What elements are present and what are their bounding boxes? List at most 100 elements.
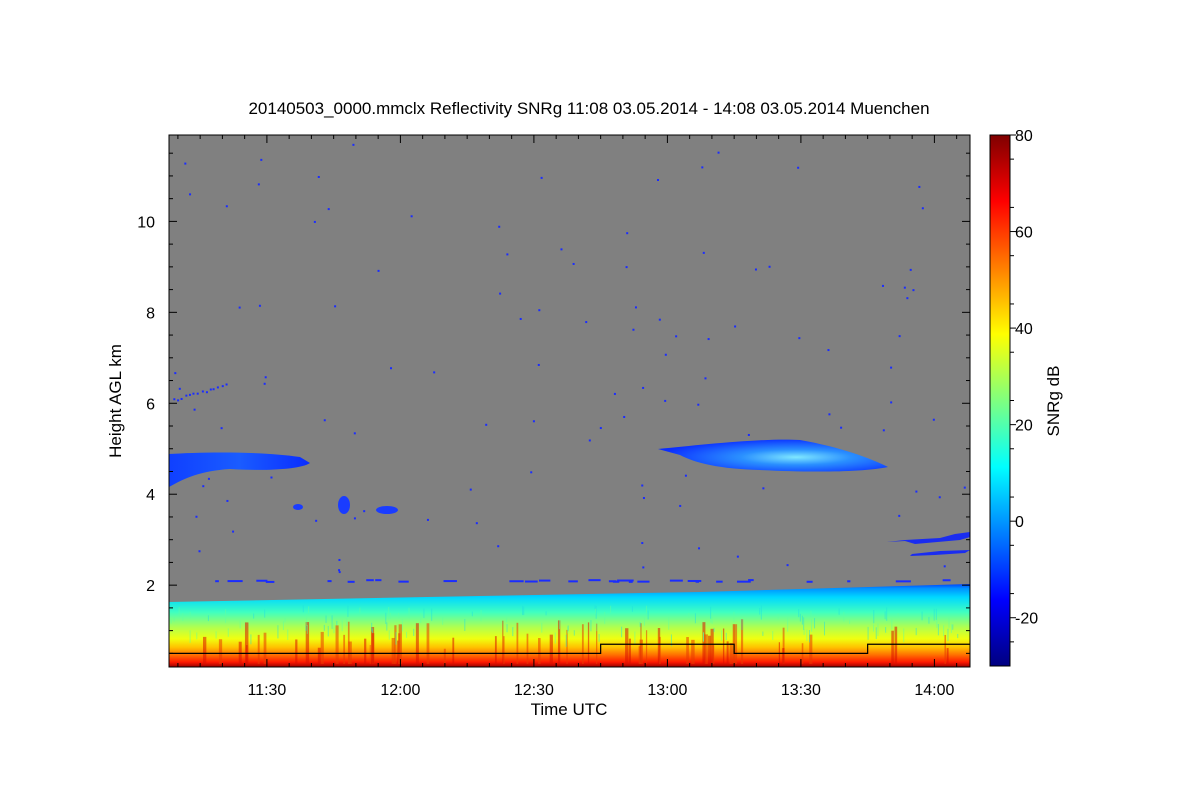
noise-speckle (656, 178, 659, 181)
bl-texture-mark (760, 605, 762, 620)
bl-streak (894, 626, 898, 664)
noise-speckle (736, 555, 739, 558)
noise-speckle (498, 225, 501, 228)
bl-texture-mark (388, 630, 390, 640)
cloud-patch (338, 496, 350, 514)
bl-texture-mark (823, 621, 825, 636)
bl-texture-mark (595, 608, 597, 614)
noise-speckle (684, 474, 687, 477)
noise-speckle (225, 383, 228, 386)
cloud-thin-layer (910, 550, 970, 556)
bl-texture-mark (371, 622, 373, 632)
bl-texture-mark (957, 633, 959, 639)
bl-texture-mark (388, 607, 390, 620)
bl-texture-mark (694, 613, 696, 624)
noise-speckle (641, 484, 644, 487)
bl-texture-mark (305, 625, 307, 631)
bl-texture-mark (875, 627, 877, 639)
colorbar-tick-label: -20 (1015, 611, 1038, 628)
low-speckle-segment (538, 579, 551, 582)
y-tick-label: 6 (146, 396, 155, 413)
noise-speckle (754, 268, 757, 271)
bl-streak (502, 620, 504, 664)
noise-speckle (185, 394, 188, 397)
noise-speckle (538, 309, 541, 312)
noise-speckle (232, 530, 235, 533)
noise-speckle (180, 397, 183, 400)
noise-speckle (828, 413, 831, 416)
noise-speckle (898, 335, 901, 338)
bl-texture-mark (886, 607, 888, 621)
bl-texture-mark (711, 612, 713, 624)
low-speckle-segment (568, 580, 578, 583)
noise-speckle (882, 429, 885, 432)
low-speckle-segment (942, 579, 951, 582)
bl-texture-mark (389, 612, 391, 619)
low-speckle-segment (524, 580, 538, 583)
bl-texture-mark (284, 618, 286, 623)
noise-speckle (353, 432, 356, 435)
bl-texture-mark (952, 624, 954, 630)
low-speckle-segment (227, 580, 243, 583)
noise-speckle (912, 289, 915, 292)
bl-streak (628, 638, 631, 664)
noise-speckle (697, 403, 700, 406)
colorbar-label: SNRg dB (1044, 366, 1063, 437)
bl-streak (581, 624, 584, 664)
bl-texture-mark (903, 628, 905, 643)
bl-texture-mark (762, 631, 764, 636)
noise-speckle (177, 399, 180, 402)
bl-texture-mark (643, 617, 645, 626)
low-speckle-segment (617, 579, 634, 582)
x-tick-label: 12:30 (514, 682, 554, 699)
noise-speckle (352, 143, 355, 146)
noise-speckle (623, 415, 626, 418)
bl-texture-mark (814, 618, 816, 629)
cloud-thin-layer (887, 532, 970, 544)
noise-speckle (469, 488, 472, 491)
bl-texture-mark (385, 612, 387, 624)
bl-texture-mark (308, 606, 310, 614)
noise-speckle (798, 337, 801, 340)
bl-texture-mark (787, 617, 789, 632)
y-tick-label: 4 (146, 487, 155, 504)
bl-texture-mark (567, 625, 569, 632)
noise-speckle (626, 232, 629, 235)
noise-speckle (317, 176, 320, 179)
noise-speckle (881, 284, 884, 287)
bl-texture-mark (610, 605, 612, 613)
cloud-patch (376, 506, 398, 514)
bl-texture-mark (670, 634, 672, 647)
bl-texture-mark (239, 620, 241, 629)
low-speckle-segment (637, 580, 650, 583)
bl-texture-mark (721, 630, 723, 641)
low-speckle-segment (588, 579, 601, 582)
bl-texture-mark (877, 623, 879, 636)
bl-streak (426, 623, 430, 664)
noise-speckle (260, 158, 263, 161)
bl-texture-mark (936, 619, 938, 628)
noise-speckle (786, 564, 789, 567)
bl-streak (596, 623, 598, 664)
bl-texture-mark (287, 629, 289, 641)
noise-speckle (192, 392, 195, 395)
noise-speckle (506, 253, 509, 256)
noise-speckle (909, 268, 912, 271)
noise-speckle (704, 377, 707, 380)
bl-texture-mark (777, 613, 779, 620)
noise-speckle (353, 517, 356, 520)
noise-speckle (315, 519, 318, 522)
noise-speckle (642, 497, 645, 500)
noise-speckle (313, 220, 316, 223)
bl-texture-mark (849, 619, 851, 624)
bl-texture-mark (799, 613, 801, 622)
low-speckle-segment (612, 580, 620, 583)
bl-texture-mark (359, 607, 361, 613)
bl-texture-mark (386, 622, 388, 631)
bl-texture-mark (798, 608, 800, 618)
bl-texture-mark (420, 613, 422, 624)
noise-speckle (184, 162, 187, 165)
bl-texture-mark (688, 612, 690, 618)
bl-streak (710, 628, 714, 664)
bl-texture-mark (935, 608, 937, 620)
